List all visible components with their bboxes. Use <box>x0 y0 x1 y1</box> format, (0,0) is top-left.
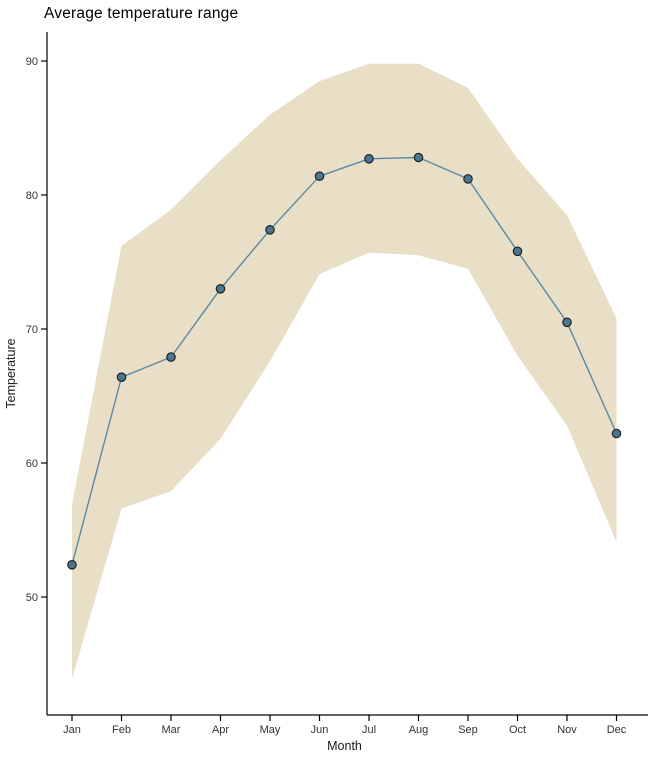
y-tick-label: 60 <box>26 458 38 470</box>
data-point-jan <box>67 559 77 570</box>
x-tick-label: Oct <box>509 724 526 736</box>
y-tick-label: 50 <box>26 592 38 604</box>
x-tick-label: Mar <box>162 724 181 736</box>
x-axis-title: Month <box>327 739 362 753</box>
chart-title: Average temperature range <box>44 5 239 22</box>
x-tick-label: Jun <box>311 724 329 736</box>
x-tick-label: Apr <box>212 724 229 736</box>
y-tick-label: 80 <box>26 190 38 202</box>
data-point-jul <box>364 154 374 164</box>
data-point-oct <box>512 246 523 257</box>
x-tick-label: Jul <box>362 724 376 736</box>
data-point-feb <box>116 372 127 382</box>
data-point-sep <box>463 174 473 184</box>
y-axis-title: Temperature <box>4 338 18 408</box>
x-tick-label: Feb <box>112 724 131 736</box>
x-tick-label: May <box>260 724 281 736</box>
y-tick-label: 70 <box>26 324 38 336</box>
data-point-aug <box>413 152 424 163</box>
average-temperature-line <box>71 156 618 566</box>
data-point-dec <box>611 428 622 439</box>
data-point-nov <box>562 317 572 328</box>
x-tick-label: Sep <box>458 724 478 736</box>
x-tick-label: Jan <box>63 724 81 736</box>
data-point-jun <box>314 171 325 181</box>
y-tick-label: 90 <box>26 56 38 68</box>
x-tick-label: Dec <box>607 724 627 736</box>
x-tick-label: Nov <box>557 724 577 736</box>
data-point-mar <box>166 352 176 362</box>
x-tick-label: Aug <box>409 724 429 736</box>
temperature-range-ribbon <box>72 63 617 679</box>
data-point-apr <box>215 283 226 294</box>
data-point-may <box>265 225 275 235</box>
